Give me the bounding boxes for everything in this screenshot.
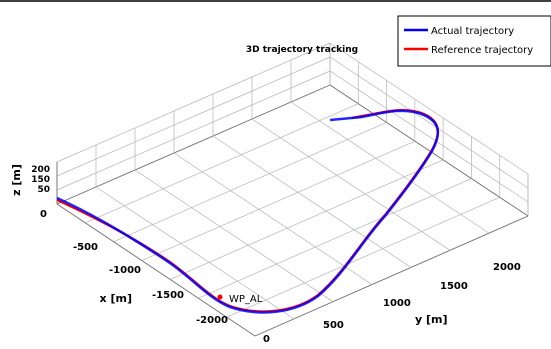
chart-title: 3D trajectory tracking: [246, 45, 358, 55]
floor-gridline: [226, 196, 500, 318]
legend: Actual trajectory Reference trajectory: [397, 15, 551, 67]
y-tick: 1500: [440, 281, 468, 292]
wall-gridline: [56, 70, 331, 191]
floor-gridline: [173, 152, 373, 285]
floor-gridline: [56, 84, 331, 205]
floor-gridline: [329, 84, 529, 217]
floor-gridline: [254, 215, 529, 337]
wall-gridline: [329, 70, 529, 203]
wall-gridline: [56, 42, 331, 163]
x-tick: -2000: [196, 315, 228, 326]
z-axis-label: z [m]: [10, 164, 23, 196]
y-tick: 0: [263, 334, 270, 345]
legend-label-actual: Actual trajectory: [431, 26, 514, 37]
z-tick: 0: [40, 209, 47, 220]
floor-gridline: [198, 178, 472, 299]
waypoint-annotation: WP_AL: [229, 294, 263, 305]
z-tick: 200: [31, 165, 50, 175]
x-tick: -1000: [109, 265, 141, 276]
y-tick: 2000: [493, 262, 521, 273]
floor-gridline: [113, 122, 387, 243]
floor-gridline: [290, 101, 490, 234]
floor-gridline: [212, 135, 412, 268]
z-ticks: 200 150 50 0: [31, 165, 50, 220]
floor-gridline: [170, 159, 444, 280]
x-tick: -1500: [152, 290, 184, 301]
floor-gridline: [85, 103, 359, 224]
floor-gridline: [134, 169, 334, 303]
z-tick: 50: [37, 185, 50, 195]
y-axis-label: y [m]: [415, 313, 448, 326]
waypoint-marker: [217, 294, 223, 300]
x-ticks: -500 -1000 -1500 -2000: [73, 242, 228, 326]
x-tick: -500: [73, 242, 98, 253]
legend-label-reference: Reference trajectory: [431, 45, 533, 56]
y-tick: 500: [323, 320, 344, 331]
y-ticks: 0 500 1000 1500 2000: [263, 262, 521, 345]
wall-gridline: [329, 42, 529, 175]
grid: [56, 42, 529, 337]
floor-gridline: [56, 203, 256, 337]
floor-gridline: [251, 118, 451, 251]
floor-gridline: [95, 186, 295, 320]
floor-gridline: [141, 140, 415, 261]
z-tick: 150: [31, 175, 50, 185]
series-actual-trajectory: [56, 109, 440, 314]
legend-box: [397, 15, 551, 67]
wall-gridline: [56, 56, 331, 177]
y-tick: 1000: [383, 298, 411, 309]
wall-gridline: [329, 56, 529, 189]
x-axis-label: x [m]: [100, 292, 132, 305]
